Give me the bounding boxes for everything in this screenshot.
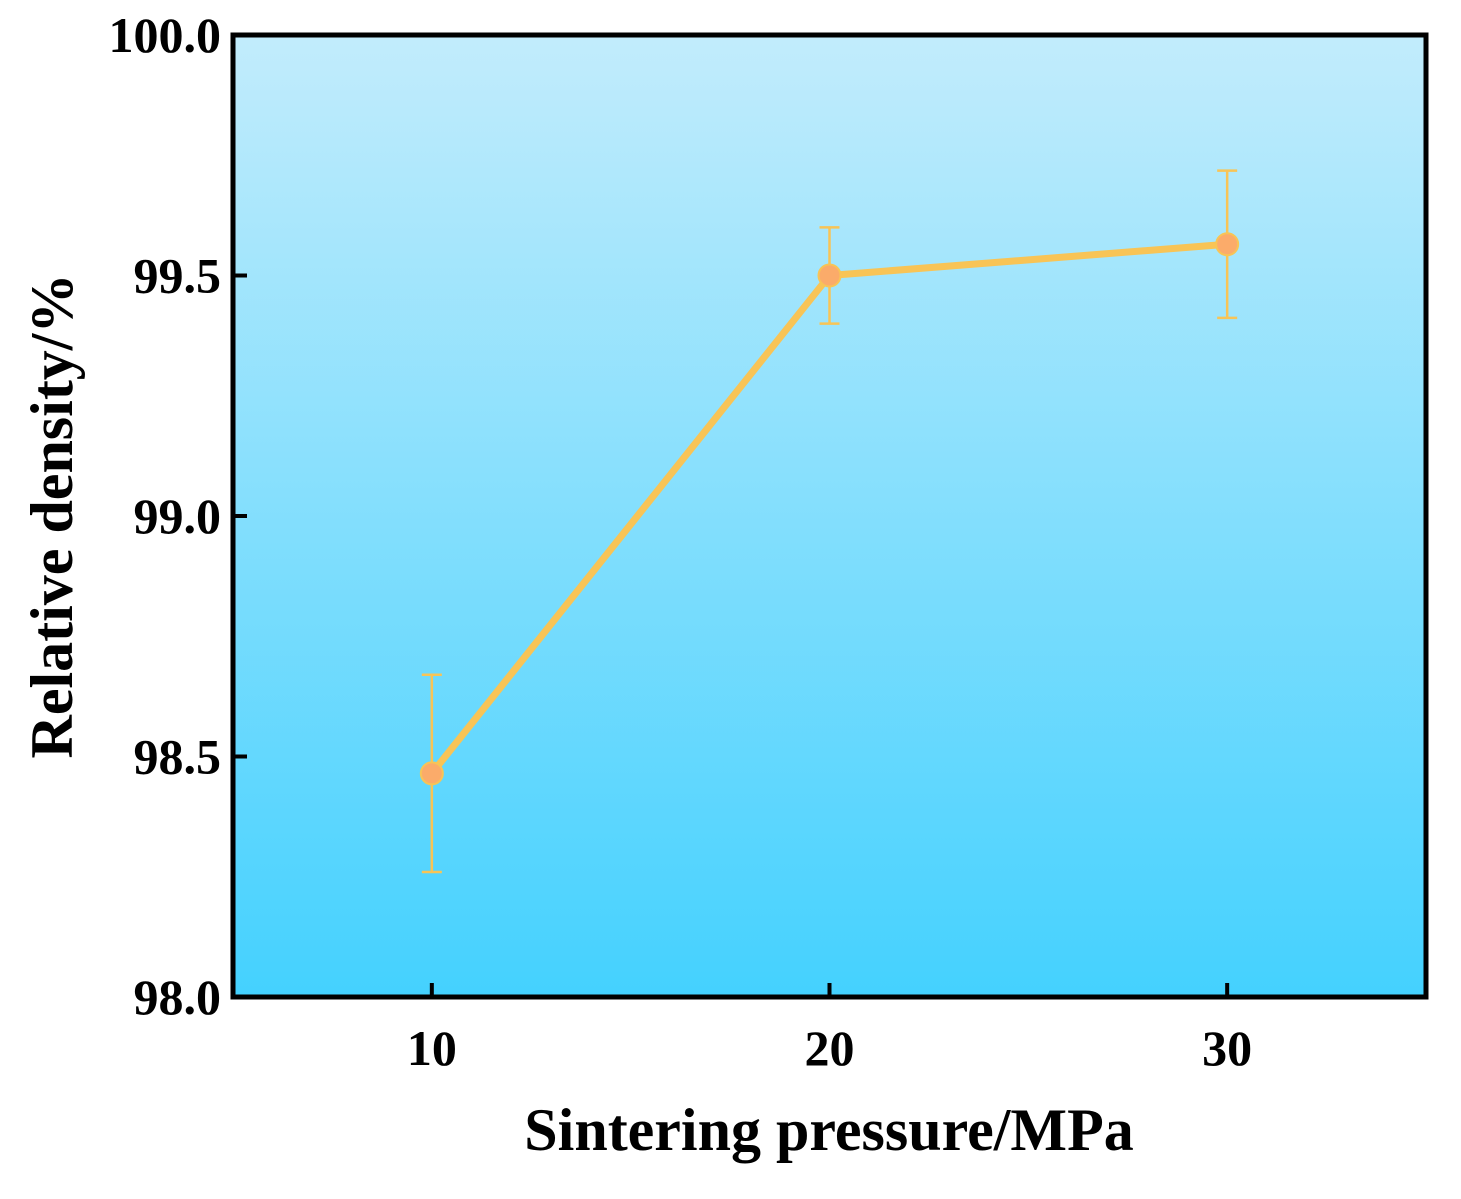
x-tick-label: 10 (407, 1020, 457, 1076)
y-axis-title: Relative density/% (19, 274, 85, 759)
x-axis-title: Sintering pressure/MPa (524, 1097, 1133, 1163)
y-tick-label: 100.0 (109, 7, 222, 63)
series-line-segment (826, 240, 1231, 279)
axis-ticks: 98.0 98.5 99.0 99.5 100.0 10 20 30 (109, 7, 1253, 1076)
y-tick-label: 98.0 (134, 969, 222, 1025)
data-point (1215, 232, 1240, 257)
plot-background (233, 35, 1426, 997)
data-point (817, 263, 842, 288)
x-tick-label: 30 (1202, 1020, 1252, 1076)
y-tick-label: 98.5 (134, 729, 222, 785)
data-point (419, 761, 444, 786)
y-tick-label: 99.5 (134, 248, 222, 304)
y-tick-label: 99.0 (134, 488, 222, 544)
plot-marks (419, 169, 1240, 874)
x-tick-label: 20 (805, 1020, 855, 1076)
series-line-segment (428, 272, 833, 777)
